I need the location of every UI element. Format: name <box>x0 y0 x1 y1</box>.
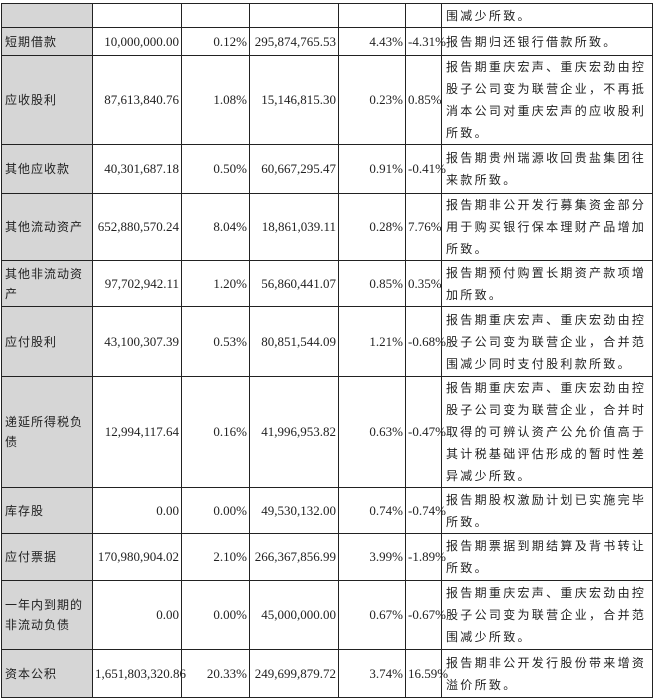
item-cell: 应收股利 <box>1 55 93 145</box>
table-row: 短期借款 10,000,000.00 0.12% 295,874,765.53 4.43… <box>1 27 653 56</box>
balance-sheet-change-table: 围减少所致。 短期借款 10,000,000.00 0.12% 295,874,765… <box>1 3 653 698</box>
current-pct-cell: 2.10% <box>181 533 250 581</box>
item-cell: 其他非流动资产 <box>1 260 93 307</box>
item-cell: 应付股利 <box>1 306 93 377</box>
current-amount-cell: 652,880,570.24 <box>92 193 182 261</box>
current-pct-cell: 8.04% <box>181 193 250 261</box>
current-amount-cell: 40,301,687.18 <box>92 144 182 194</box>
current-amount-cell <box>92 3 182 28</box>
table-row: 应付股利 43,100,307.39 0.53% 80,851,544.09 1.21%… <box>1 306 653 377</box>
change-cell: 0.85% <box>405 55 442 145</box>
current-pct-cell: 1.08% <box>181 55 250 145</box>
current-amount-cell: 97,702,942.11 <box>92 260 182 307</box>
prior-amount-cell: 56,860,441.07 <box>249 260 339 307</box>
table-row: 一年内到期的非流动负债 0.00 0.00% 45,000,000.00 0.67% -0… <box>1 580 653 650</box>
prior-amount-cell: 266,367,856.99 <box>249 533 339 581</box>
note-cell: 报告期归还银行借款所致。 <box>441 27 653 56</box>
change-cell: 0.35% <box>405 260 442 307</box>
change-cell <box>405 3 442 28</box>
note-cell: 围减少所致。 <box>441 3 653 28</box>
prior-pct-cell: 0.85% <box>338 260 406 307</box>
note-cell: 报告期贵州瑞源收回贵盐集团往来款所致。 <box>441 144 653 194</box>
note-cell: 报告期预付购置长期资产款项增加所致。 <box>441 260 653 307</box>
table-row: 资本公积 1,651,803,320.86 20.33% 249,699,879.72… <box>1 649 653 698</box>
note-cell: 报告期重庆宏声、重庆宏劲由控股子公司变为联营企业，不再抵消本公司对重庆宏声的应收… <box>441 55 653 145</box>
table-row: 库存股 0.00 0.00% 49,530,132.00 0.74% -0.74% 报告期股… <box>1 487 653 534</box>
prior-amount-cell: 18,861,039.11 <box>249 193 339 261</box>
current-pct-cell: 20.33% <box>181 649 250 698</box>
prior-pct-cell: 0.67% <box>338 580 406 650</box>
current-amount-cell: 0.00 <box>92 580 182 650</box>
prior-amount-cell <box>249 3 339 28</box>
prior-pct-cell: 0.28% <box>338 193 406 261</box>
current-pct-cell: 1.20% <box>181 260 250 307</box>
table-row: 应付票据 170,980,904.02 2.10% 266,367,856.99 3.9… <box>1 533 653 581</box>
prior-amount-cell: 49,530,132.00 <box>249 487 339 534</box>
change-cell: -4.31% <box>405 27 446 56</box>
current-pct-cell: 0.12% <box>181 27 250 56</box>
change-cell: 7.76% <box>405 193 442 261</box>
current-pct-cell: 0.00% <box>181 487 250 534</box>
table-row: 其他流动资产 652,880,570.24 8.04% 18,861,039.11 0.… <box>1 193 653 261</box>
current-amount-cell: 10,000,000.00 <box>92 27 182 56</box>
item-cell: 其他流动资产 <box>1 193 93 261</box>
prior-amount-cell: 295,874,765.53 <box>249 27 339 56</box>
prior-pct-cell <box>338 3 406 28</box>
change-cell: 16.59% <box>405 649 448 698</box>
current-amount-cell: 87,613,840.76 <box>92 55 182 145</box>
note-cell: 报告期票据到期结算及背书转让所致。 <box>441 533 653 581</box>
prior-pct-cell: 1.21% <box>338 306 406 377</box>
note-cell: 报告期股权激励计划已实施完毕所致。 <box>441 487 653 534</box>
note-cell: 报告期非公开发行募集资金部分用于购买银行保本理财产品增加所致。 <box>441 193 653 261</box>
change-cell: -0.67% <box>405 580 446 650</box>
change-cell: -0.74% <box>405 487 446 534</box>
item-cell: 递延所得税负债 <box>1 376 93 488</box>
prior-pct-cell: 0.74% <box>338 487 406 534</box>
current-amount-cell: 170,980,904.02 <box>92 533 182 581</box>
item-cell: 其他应收款 <box>1 144 93 194</box>
prior-amount-cell: 41,996,953.82 <box>249 376 339 488</box>
prior-pct-cell: 3.99% <box>338 533 406 581</box>
prior-pct-cell: 0.91% <box>338 144 406 194</box>
current-pct-cell: 0.50% <box>181 144 250 194</box>
table-row-continued: 围减少所致。 <box>1 3 653 28</box>
item-cell <box>1 3 93 28</box>
note-cell: 报告期重庆宏声、重庆宏劲由控股子公司变为联营企业，合并范围减少所致。 <box>441 580 653 650</box>
prior-pct-cell: 0.23% <box>338 55 406 145</box>
item-cell: 库存股 <box>1 487 93 534</box>
current-pct-cell: 0.00% <box>181 580 250 650</box>
prior-amount-cell: 45,000,000.00 <box>249 580 339 650</box>
item-cell: 资本公积 <box>1 649 93 698</box>
note-cell: 报告期重庆宏声、重庆宏劲由控股子公司变为联营企业，合并时取得的可辨认资产公允价值… <box>441 376 653 488</box>
change-cell: -0.41% <box>405 144 446 194</box>
current-amount-cell: 0.00 <box>92 487 182 534</box>
current-amount-cell: 1,651,803,320.86 <box>92 649 186 698</box>
prior-pct-cell: 3.74% <box>338 649 406 698</box>
current-amount-cell: 43,100,307.39 <box>92 306 182 377</box>
item-cell: 一年内到期的非流动负债 <box>1 580 93 650</box>
item-cell: 短期借款 <box>1 27 93 56</box>
prior-amount-cell: 60,667,295.47 <box>249 144 339 194</box>
note-cell: 报告期重庆宏声、重庆宏劲由控股子公司变为联营企业，合并范围减少同时支付股利款所致… <box>441 306 653 377</box>
change-cell: -1.89% <box>405 533 446 581</box>
item-cell: 应付票据 <box>1 533 93 581</box>
prior-pct-cell: 4.43% <box>338 27 406 56</box>
table-row: 其他应收款 40,301,687.18 0.50% 60,667,295.47 0.91… <box>1 144 653 194</box>
change-cell: -0.47% <box>405 376 446 488</box>
prior-pct-cell: 0.63% <box>338 376 406 488</box>
prior-amount-cell: 80,851,544.09 <box>249 306 339 377</box>
current-amount-cell: 12,994,117.64 <box>92 376 182 488</box>
table-row: 应收股利 87,613,840.76 1.08% 15,146,815.30 0.23%… <box>1 55 653 145</box>
current-pct-cell: 0.53% <box>181 306 250 377</box>
current-pct-cell: 0.16% <box>181 376 250 488</box>
change-cell: -0.68% <box>405 306 446 377</box>
table-row: 其他非流动资产 97,702,942.11 1.20% 56,860,441.07 0.… <box>1 260 653 307</box>
note-cell: 报告期非公开发行股份带来增资溢价所致。 <box>441 649 653 698</box>
current-pct-cell <box>181 3 250 28</box>
table-row: 递延所得税负债 12,994,117.64 0.16% 41,996,953.82 0.… <box>1 376 653 488</box>
prior-amount-cell: 249,699,879.72 <box>249 649 339 698</box>
prior-amount-cell: 15,146,815.30 <box>249 55 339 145</box>
